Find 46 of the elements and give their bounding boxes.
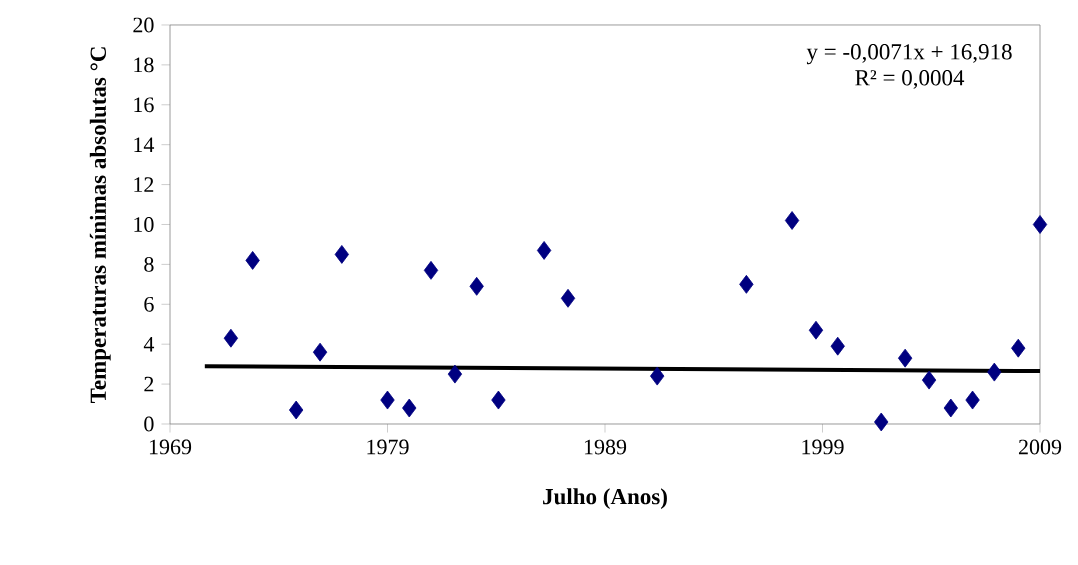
point bbox=[334, 245, 349, 264]
point bbox=[830, 336, 845, 356]
point bbox=[560, 288, 576, 308]
point bbox=[965, 390, 980, 410]
point bbox=[469, 276, 484, 296]
point bbox=[874, 412, 889, 432]
point bbox=[898, 348, 913, 368]
point bbox=[987, 362, 1002, 382]
y-tick-label: 4 bbox=[143, 336, 155, 352]
y-tick-label: 12 bbox=[134, 177, 154, 192]
y-tick-label: 6 bbox=[144, 296, 154, 312]
point bbox=[491, 390, 506, 410]
point bbox=[943, 398, 958, 418]
y-axis-title: Temperaturas mínimas absolutas °C bbox=[89, 47, 111, 404]
x-tick-label: 2009 bbox=[1018, 439, 1062, 455]
point bbox=[223, 328, 239, 348]
point bbox=[921, 370, 937, 390]
point bbox=[312, 342, 328, 362]
point bbox=[1032, 215, 1048, 234]
x-axis-title: Julho (Anos) bbox=[543, 488, 667, 510]
y-tick-label: 18 bbox=[134, 57, 154, 73]
point bbox=[402, 398, 417, 418]
y-tick-label: 16 bbox=[134, 97, 154, 113]
x-tick-label: 1969 bbox=[149, 439, 192, 455]
y-tick-label: 2 bbox=[144, 376, 154, 392]
point bbox=[289, 400, 304, 420]
point bbox=[739, 274, 754, 294]
point bbox=[784, 211, 800, 230]
point bbox=[245, 251, 260, 270]
point bbox=[1011, 338, 1026, 358]
annotation: y = -0,0071x + 16,918 bbox=[806, 44, 1012, 65]
x-tick-label: 1989 bbox=[584, 439, 627, 455]
point bbox=[380, 390, 395, 410]
y-tick-label: 20 bbox=[133, 17, 154, 33]
point bbox=[650, 366, 665, 386]
annotation: R² = 0,0004 bbox=[855, 70, 965, 89]
y-tick-label: 14 bbox=[134, 137, 155, 152]
x-tick-label: 1979 bbox=[367, 439, 409, 455]
y-tick-label: 8 bbox=[144, 256, 154, 272]
y-tick-label: 10 bbox=[134, 217, 154, 232]
x-tick-label: 1999 bbox=[802, 439, 844, 455]
point bbox=[536, 241, 552, 260]
point bbox=[423, 260, 439, 280]
point bbox=[808, 320, 824, 340]
y-tick-label: 0 bbox=[144, 416, 154, 432]
point bbox=[447, 364, 463, 384]
